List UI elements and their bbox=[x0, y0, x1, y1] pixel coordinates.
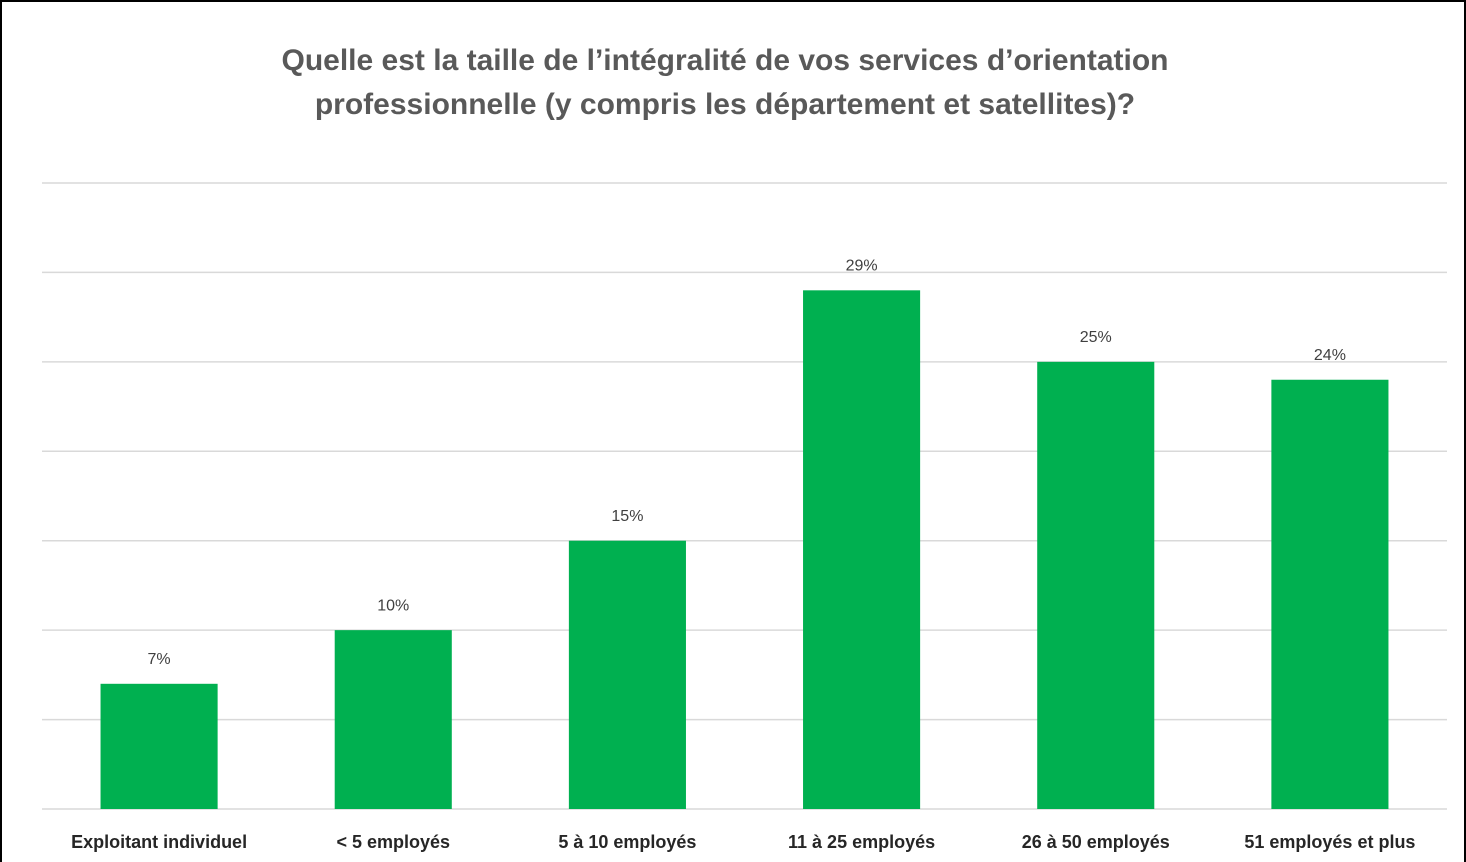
x-tick-label: Exploitant individuel bbox=[71, 832, 247, 852]
data-label: 29% bbox=[846, 258, 878, 275]
data-label: 15% bbox=[611, 508, 643, 525]
x-tick-label: 26 à 50 employés bbox=[1022, 832, 1170, 852]
x-tick-label: 11 à 25 employés bbox=[788, 832, 935, 852]
bar bbox=[100, 683, 218, 809]
bar bbox=[803, 290, 921, 809]
data-label: 24% bbox=[1314, 347, 1346, 364]
chart-title: professionnelle (y compris les départeme… bbox=[315, 88, 1135, 121]
x-tick-label: 51 employés et plus bbox=[1244, 832, 1415, 852]
x-tick-label: 5 à 10 employés bbox=[558, 832, 696, 852]
bar bbox=[1271, 379, 1389, 809]
chart-title: Quelle est la taille de l’intégralité de… bbox=[282, 44, 1169, 77]
bar bbox=[334, 630, 452, 809]
data-label: 25% bbox=[1080, 329, 1112, 346]
x-tick-label: < 5 employés bbox=[336, 832, 450, 852]
bar bbox=[1037, 361, 1155, 809]
data-label: 7% bbox=[148, 651, 171, 668]
data-label: 10% bbox=[377, 597, 409, 614]
bar bbox=[568, 540, 686, 809]
